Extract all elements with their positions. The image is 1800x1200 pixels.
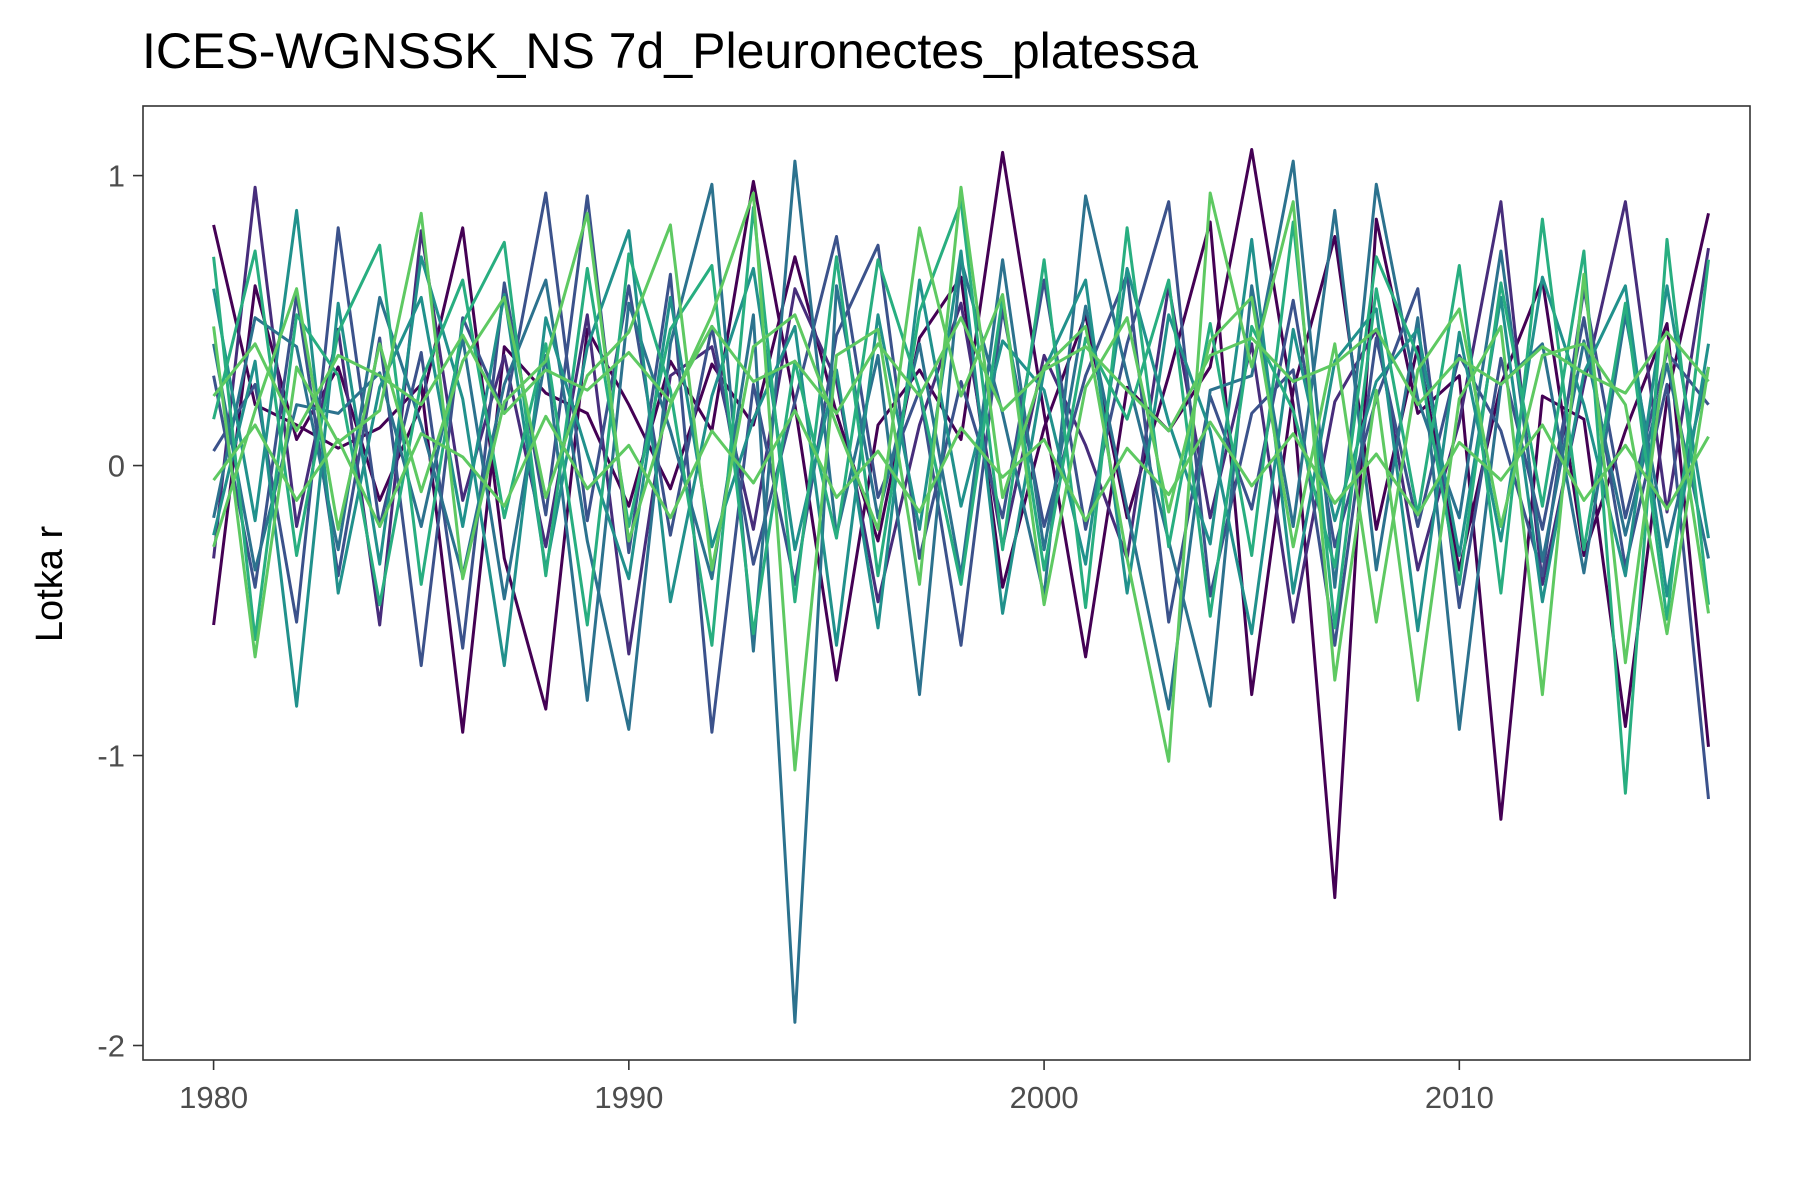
series-line-3 bbox=[212, 185, 1710, 656]
y-tick-label: 0 bbox=[108, 449, 125, 484]
series-line-2 bbox=[212, 220, 1710, 747]
series-line-10 bbox=[212, 200, 1710, 647]
y-tick-label: -1 bbox=[97, 739, 125, 774]
x-tick-label: 2000 bbox=[1010, 1080, 1079, 1115]
series-line-15 bbox=[212, 409, 1710, 528]
series-line-1 bbox=[212, 148, 1710, 900]
y-tick-label: 1 bbox=[108, 159, 125, 194]
series-line-8 bbox=[212, 208, 1710, 633]
x-tick-label: 1990 bbox=[594, 1080, 663, 1115]
series-line-14 bbox=[212, 316, 1710, 433]
y-axis: -2 -1 0 1 bbox=[97, 159, 143, 1064]
series-line-11 bbox=[212, 237, 1710, 795]
x-tick-label: 2010 bbox=[1425, 1080, 1494, 1115]
series-layer bbox=[212, 148, 1710, 1024]
y-tick-label: -2 bbox=[97, 1029, 125, 1064]
series-line-4 bbox=[212, 191, 1710, 800]
plot-panel bbox=[142, 105, 1751, 1061]
series-line-12 bbox=[212, 185, 1710, 772]
series-line-9 bbox=[212, 249, 1710, 708]
y-axis-title: Lotka r bbox=[29, 526, 71, 643]
x-axis: 1980 1990 2000 2010 bbox=[179, 1060, 1494, 1115]
series-line-13 bbox=[212, 223, 1710, 636]
chart-title: ICES-WGNSSK_NS 7d_Pleuronectes_platessa bbox=[142, 23, 1198, 79]
x-tick-label: 1980 bbox=[179, 1080, 248, 1115]
series-line-5 bbox=[212, 194, 1710, 734]
